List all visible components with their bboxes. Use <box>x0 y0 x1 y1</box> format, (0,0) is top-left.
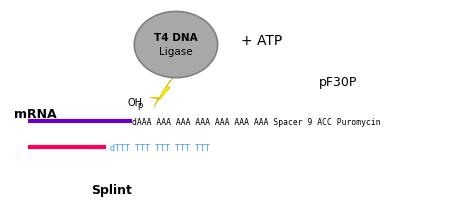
Text: + ATP: + ATP <box>241 34 282 48</box>
Text: mRNA: mRNA <box>14 108 56 121</box>
Text: p: p <box>138 100 143 109</box>
Text: OH: OH <box>127 97 142 107</box>
Text: Splint: Splint <box>91 183 131 196</box>
Text: dAAA AAA AAA AAA AAA AAA AAA Spacer 9 ACC Puromycin: dAAA AAA AAA AAA AAA AAA AAA Spacer 9 AC… <box>132 117 381 126</box>
Text: pF30P: pF30P <box>319 76 357 89</box>
Polygon shape <box>150 77 174 108</box>
Text: dTTT TTT TTT TTT TTT: dTTT TTT TTT TTT TTT <box>110 143 210 152</box>
Text: T4 DNA: T4 DNA <box>154 33 198 43</box>
Text: Ligase: Ligase <box>159 47 193 56</box>
Ellipse shape <box>134 12 218 78</box>
